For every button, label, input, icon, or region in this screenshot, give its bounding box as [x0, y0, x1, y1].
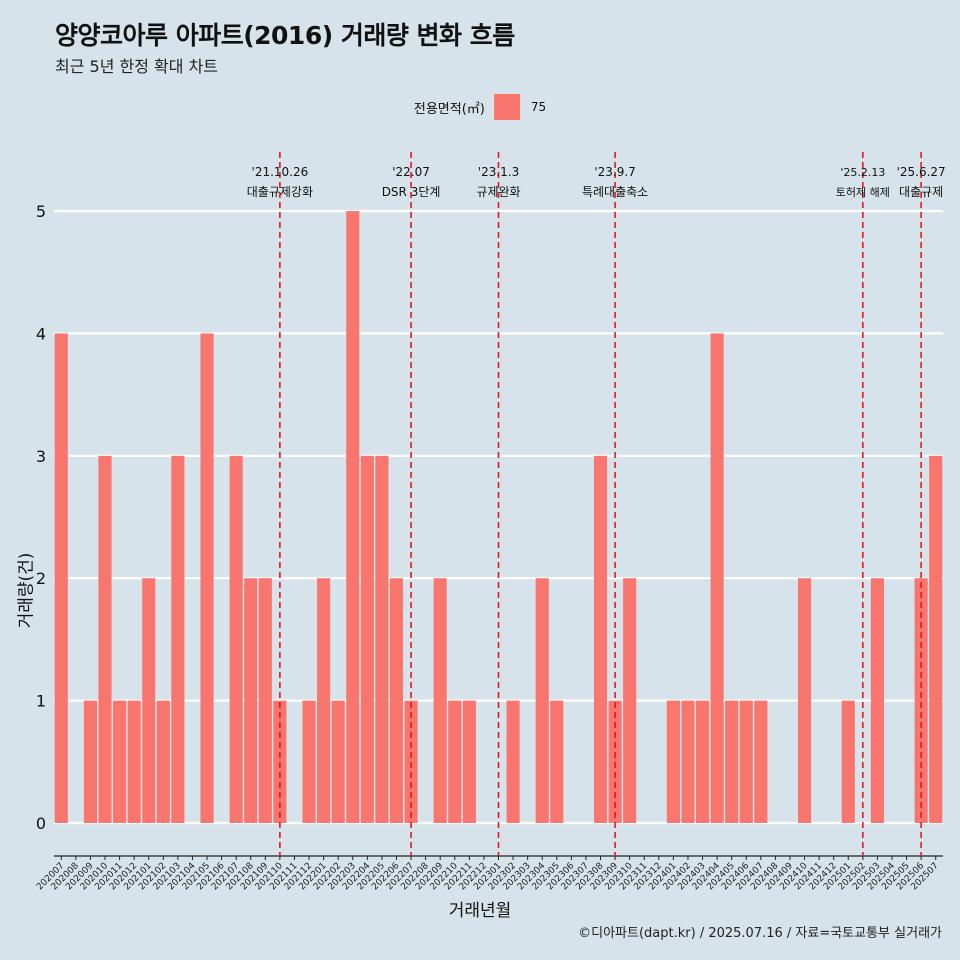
bar: [404, 700, 418, 823]
bar: [273, 700, 287, 823]
bar: [229, 455, 243, 823]
event-date-label: '23.9.7: [594, 165, 635, 179]
bar: [666, 700, 680, 823]
bar: [739, 700, 753, 823]
event-date-label: '25.6.27: [897, 165, 946, 179]
bar: [346, 211, 360, 823]
y-tick-label: 5: [36, 202, 46, 221]
bar: [550, 700, 564, 823]
bar: [127, 700, 141, 823]
y-tick-label: 0: [36, 814, 46, 833]
event-date-label: '22.07: [392, 165, 430, 179]
bar: [870, 578, 884, 823]
bar: [156, 700, 170, 823]
event-date-label: '21.10.26: [252, 165, 309, 179]
legend: 전용면적(㎡) 75: [0, 93, 960, 121]
bar: [695, 700, 710, 823]
bar: [462, 700, 476, 823]
chart-title: 양양코아루 아파트(2016) 거래량 변화 흐름: [55, 21, 515, 50]
y-tick-label: 2: [36, 569, 46, 588]
bar: [914, 578, 928, 823]
event-name-label: 특례대출축소: [582, 185, 648, 199]
y-tick-label: 4: [36, 324, 46, 343]
bar: [331, 700, 345, 823]
bar: [608, 700, 622, 823]
y-tick-label: 1: [36, 692, 46, 711]
event-date-label: '23.1.3: [478, 165, 519, 179]
legend-label: 75: [530, 100, 547, 114]
event-name-label: 대출규제: [899, 185, 943, 199]
bar: [433, 578, 447, 823]
event-name-label: 토허제 해제: [836, 185, 890, 199]
x-axis-label: 거래년월: [448, 901, 512, 921]
y-tick-label: 3: [36, 447, 46, 466]
bar: [200, 333, 214, 823]
bar: [113, 700, 127, 823]
bar: [317, 578, 331, 823]
bar: [448, 700, 462, 823]
event-date-label: '25.2.13: [840, 166, 885, 179]
legend-color-key: [492, 93, 521, 121]
bar: [710, 333, 724, 823]
bar: [54, 333, 68, 823]
bar: [725, 700, 739, 823]
bar: [98, 455, 112, 823]
y-axis-label: 거래량(건): [16, 552, 37, 629]
bar: [535, 578, 549, 823]
bar: [244, 578, 258, 823]
bar: [754, 700, 768, 823]
bar: [681, 700, 695, 823]
bar: [929, 455, 943, 823]
bar: [83, 700, 97, 823]
bar: [389, 578, 404, 823]
bar: [623, 578, 637, 823]
bar: [841, 700, 855, 823]
legend-title: 전용면적(㎡): [413, 101, 485, 117]
bar: [302, 700, 316, 823]
chart-subtitle: 최근 5년 한정 확대 차트: [55, 57, 219, 76]
event-name-label: 대출규제강화: [247, 185, 313, 199]
bar: [506, 700, 520, 823]
source-caption: ©디아파트(dapt.kr) / 2025.07.16 / 자료=국토교통부 실…: [578, 926, 942, 941]
event-name-label: 규제완화: [476, 185, 520, 199]
bar: [593, 455, 608, 823]
bar: [258, 578, 272, 823]
event-name-label: DSR 3단계: [382, 185, 441, 199]
bar: [797, 578, 812, 823]
bar: [360, 455, 374, 823]
bar: [375, 455, 389, 823]
bar: [142, 578, 156, 823]
bar: [171, 455, 185, 823]
